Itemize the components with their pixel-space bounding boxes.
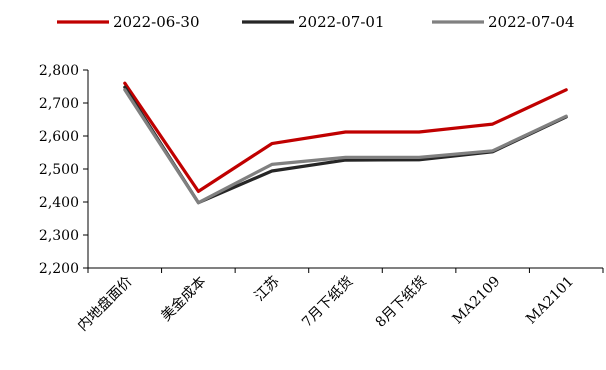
y-axis: 2,200 2,300 2,400 2,500 2,600 2,700 2,800 bbox=[39, 63, 89, 277]
legend-label-2022-06-30: 2022-06-30 bbox=[113, 13, 199, 31]
y-tick-label: 2,500 bbox=[39, 162, 79, 178]
x-category-label: MA2101 bbox=[523, 274, 577, 328]
y-tick-label: 2,400 bbox=[39, 195, 79, 211]
y-tick-label: 2,200 bbox=[39, 261, 79, 277]
y-tick-label: 2,300 bbox=[39, 228, 79, 244]
y-tick-label: 2,600 bbox=[39, 129, 79, 145]
x-category-label: 7月下纸货 bbox=[298, 273, 356, 331]
legend: 2022-06-30 2022-07-01 2022-07-04 bbox=[57, 13, 574, 31]
series-line-2022-07-04 bbox=[123, 88, 568, 205]
y-tick-label: 2,800 bbox=[39, 63, 79, 79]
x-category-label: 内地盘面价 bbox=[74, 273, 136, 335]
x-category-label: MA2109 bbox=[450, 274, 504, 328]
y-tick-label: 2,700 bbox=[39, 96, 79, 112]
series-line-2022-07-01 bbox=[123, 85, 568, 205]
legend-label-2022-07-04: 2022-07-04 bbox=[488, 13, 574, 31]
series-group bbox=[123, 81, 568, 205]
x-axis: 内地盘面价 美金成本 江苏 7月下纸货 8月下纸货 MA2109 MA2101 bbox=[74, 267, 604, 335]
legend-label-2022-07-01: 2022-07-01 bbox=[298, 13, 384, 31]
series-line-2022-06-30 bbox=[123, 81, 568, 193]
x-category-label: 江苏 bbox=[252, 274, 283, 305]
x-category-label: 美金成本 bbox=[158, 274, 209, 325]
x-category-label: 8月下纸货 bbox=[372, 273, 430, 331]
